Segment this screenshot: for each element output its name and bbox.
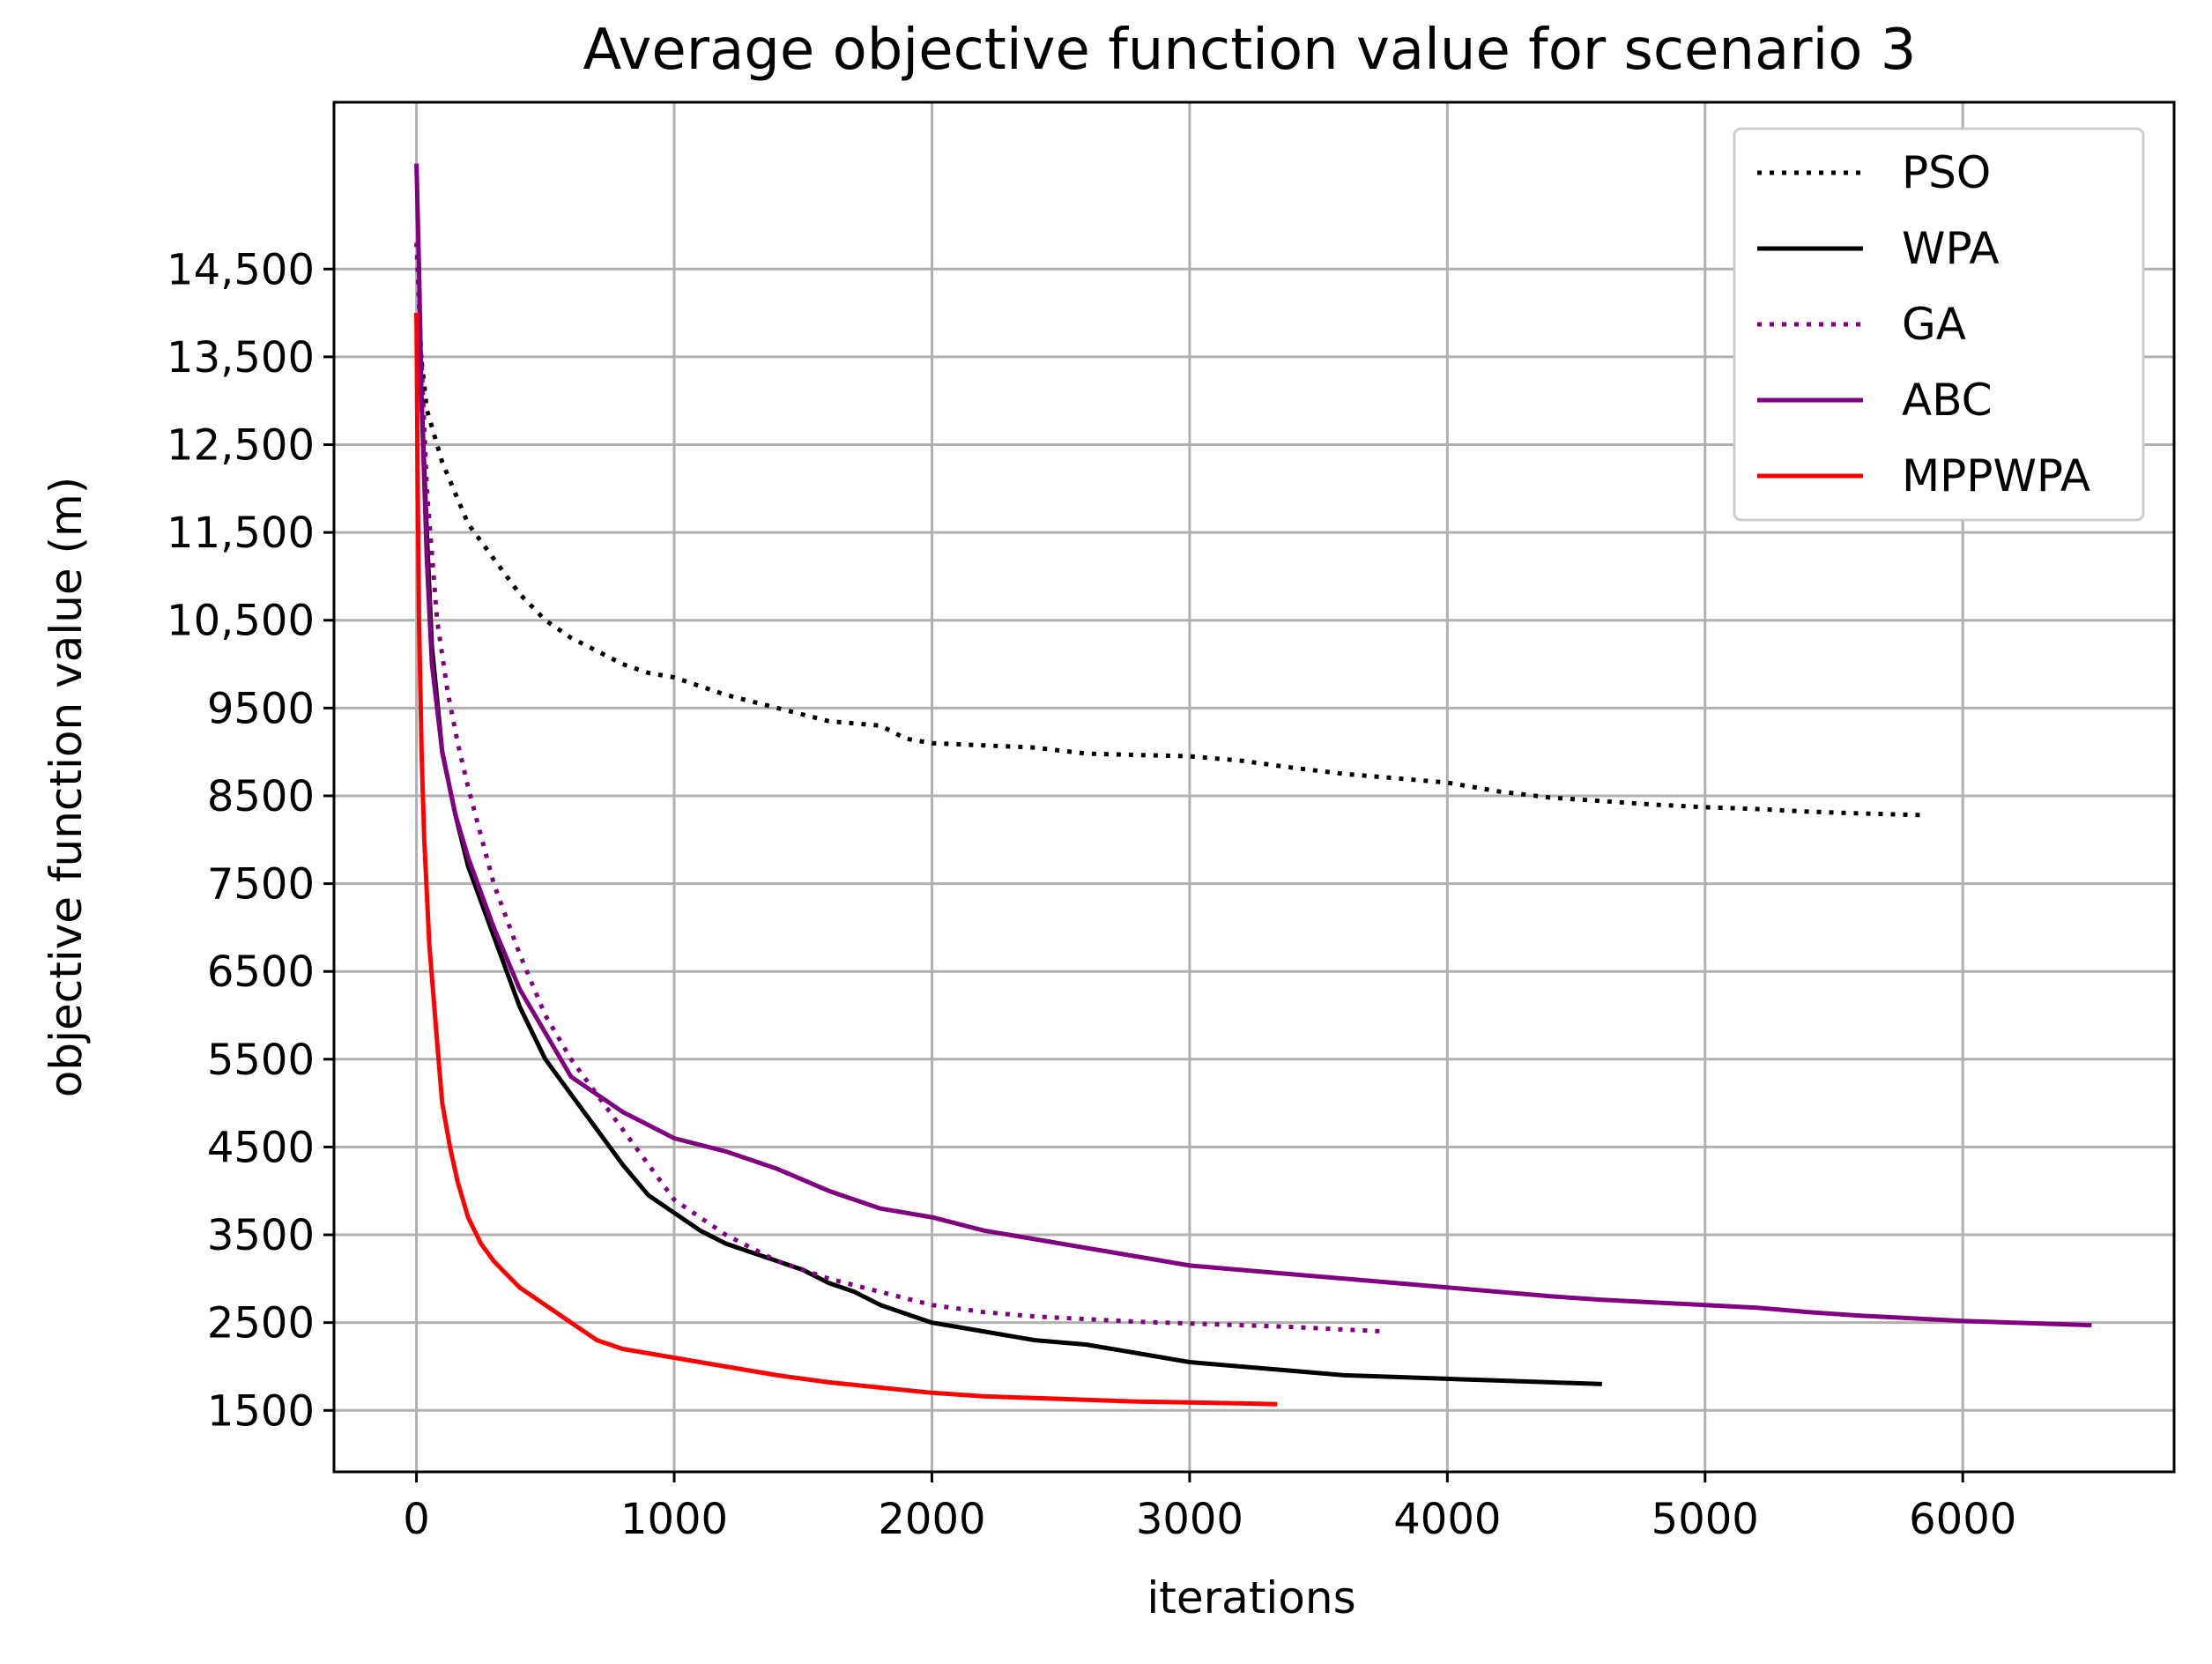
y-tick-label: 14,500 bbox=[167, 245, 315, 294]
y-tick-label: 1500 bbox=[207, 1386, 315, 1436]
y-tick-label: 3500 bbox=[207, 1211, 315, 1260]
legend-label-wpa: WPA bbox=[1902, 223, 2000, 274]
x-tick-label: 2000 bbox=[878, 1495, 985, 1544]
legend-label-pso: PSO bbox=[1902, 147, 1991, 198]
y-tick-label: 11,500 bbox=[167, 509, 315, 558]
x-tick-label: 6000 bbox=[1909, 1495, 2016, 1544]
x-tick-label: 5000 bbox=[1652, 1495, 1759, 1544]
series-line-abc bbox=[414, 163, 2092, 1328]
plot-frame bbox=[332, 100, 2176, 1474]
legend-label-mppwpa: MPPWPA bbox=[1902, 450, 2090, 501]
legend-box bbox=[1733, 127, 2145, 522]
y-tick-label: 4500 bbox=[207, 1123, 315, 1172]
y-tick-label: 12,500 bbox=[167, 421, 315, 471]
ticks-layer: 0 1000 2000 3000 4000 5000 6000 1500 2500 3500 450… bbox=[167, 245, 2016, 1544]
y-tick-label: 7500 bbox=[207, 860, 315, 910]
y-tick-label: 6500 bbox=[207, 947, 315, 997]
y-tick-label: 8500 bbox=[207, 772, 315, 821]
chart-title: Average objective function value for sce… bbox=[583, 18, 1916, 83]
x-tick-label: 4000 bbox=[1393, 1495, 1501, 1544]
x-axis-label: iterations bbox=[1147, 1572, 1355, 1623]
x-tick-label: 3000 bbox=[1136, 1495, 1243, 1544]
series-line-mppwpa bbox=[414, 313, 1278, 1407]
lines-layer bbox=[414, 163, 2092, 1407]
y-tick-label: 2500 bbox=[207, 1299, 315, 1348]
series-line-pso bbox=[414, 312, 1925, 818]
y-tick-label: 9500 bbox=[207, 684, 315, 733]
y-tick-label: 10,500 bbox=[167, 597, 315, 646]
y-tick-label: 13,500 bbox=[167, 333, 315, 383]
x-tick-label: 0 bbox=[403, 1495, 430, 1544]
legend-label-abc: ABC bbox=[1902, 375, 1993, 426]
legend-label-ga: GA bbox=[1902, 299, 1966, 350]
y-tick-label: 5500 bbox=[207, 1036, 315, 1085]
y-axis-label: objective function value (m) bbox=[41, 477, 92, 1098]
legend: PSO WPA GA ABC MPPWPA bbox=[1733, 127, 2145, 522]
x-tick-label: 1000 bbox=[620, 1495, 728, 1544]
